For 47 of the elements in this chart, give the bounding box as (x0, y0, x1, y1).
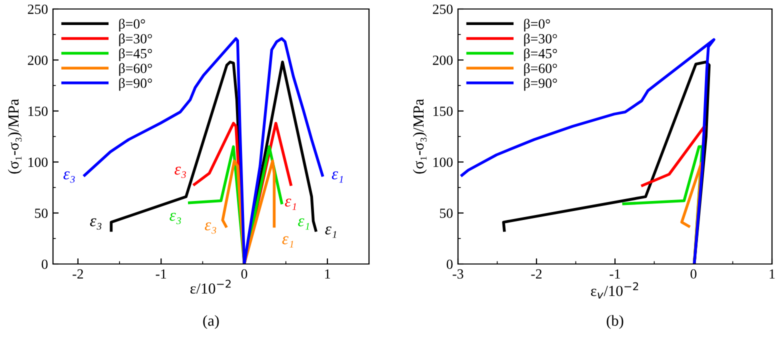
x-axis-title: ε$_{v}$/10$^{−2}$ (590, 282, 638, 298)
y-tick-label: 200 (28, 56, 48, 65)
y-tick-label: 250 (28, 4, 48, 14)
legend-label: β=45° (524, 48, 557, 62)
annotation: ε₁ (285, 198, 296, 210)
y-tick-label: 0 (42, 260, 48, 269)
y-tick-label: 150 (28, 106, 48, 116)
x-tick-label: -3 (452, 269, 464, 279)
x-tick-label: -2 (72, 269, 83, 278)
x-tick-label: 1 (770, 269, 775, 278)
y-tick-label: 250 (432, 4, 453, 14)
annotation: ε₃ (64, 171, 75, 183)
legend-label: β=60° (119, 63, 152, 76)
y-tick-label: 200 (432, 56, 453, 65)
y-tick-label: 50 (440, 208, 453, 218)
text: (a) (203, 315, 219, 329)
y-tick-label: 150 (434, 106, 453, 116)
annotation: ε₁ (325, 226, 336, 238)
annotation: ε₃ (174, 166, 186, 178)
x-tick-label: -1 (610, 269, 620, 278)
legend-label: β=90° (119, 78, 152, 91)
y-tick-label: 0 (446, 260, 453, 269)
legend-label: β=60° (524, 63, 557, 76)
y-tick-label: 100 (434, 158, 453, 167)
text: (b) (606, 315, 624, 329)
annotation: ε₃ (204, 222, 216, 234)
legend-label: β=0° (524, 18, 550, 32)
annotation: ε₃ (170, 212, 181, 224)
x-tick-label: -1 (156, 269, 166, 278)
legend-label: β=0° (119, 18, 145, 32)
x-tick-label: 0 (241, 269, 248, 279)
x-tick-label: 1 (325, 269, 330, 278)
legend-label: β=30° (119, 34, 152, 46)
y-axis-title: (σ₁-σ₃)/MPa (8, 98, 22, 174)
x-tick-label: 0 (690, 269, 696, 279)
y-tick-label: 100 (28, 158, 48, 167)
legend-label: β=90° (524, 78, 557, 91)
y-axis-title: (σ₁-σ₃)/MPa (412, 98, 427, 174)
annotation: ε₁ (298, 218, 309, 230)
x-axis-title: ε/10$^{−2}$ (190, 280, 231, 294)
legend-label: β=45° (119, 48, 152, 62)
legend-label: β=30° (524, 34, 557, 46)
x-tick-label: -2 (531, 269, 542, 278)
annotation: ε₁ (332, 171, 343, 183)
annotation: ε₃ (90, 218, 102, 230)
y-tick-label: 50 (35, 208, 48, 218)
annotation: ε₁ (282, 236, 294, 248)
